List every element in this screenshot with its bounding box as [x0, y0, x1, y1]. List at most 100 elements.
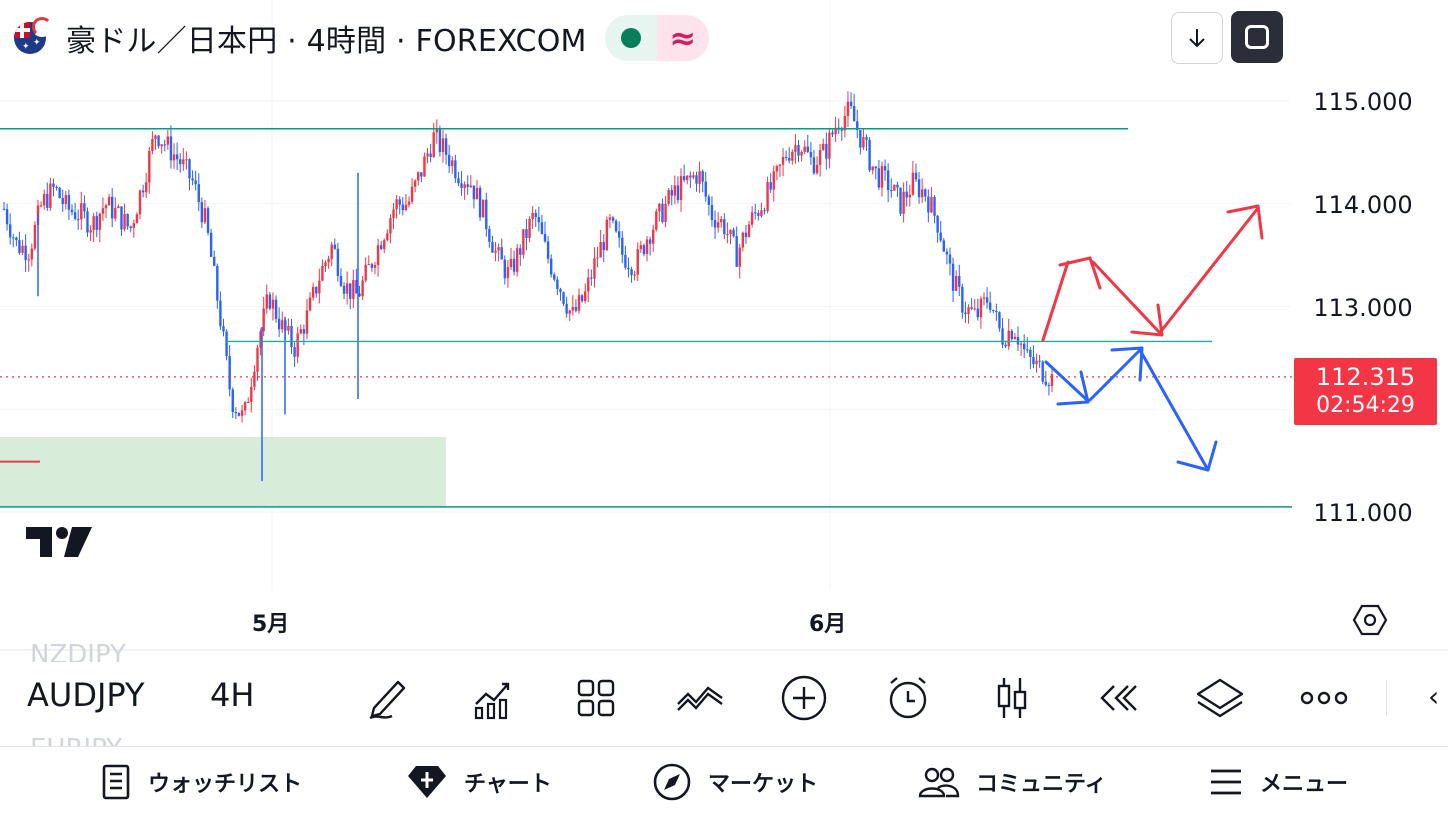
scroll-left-icon[interactable]: ‹ [1428, 680, 1440, 713]
candle-body [420, 172, 423, 177]
more-button[interactable] [1298, 672, 1350, 724]
candle-body [352, 280, 355, 299]
replay-button[interactable] [1090, 672, 1142, 724]
candle-body [902, 191, 905, 214]
candle-body [1047, 384, 1051, 386]
candle-body [1038, 360, 1041, 362]
download-button[interactable] [1171, 12, 1223, 64]
candle-body [1019, 343, 1023, 345]
candle-body [590, 277, 593, 279]
candle-body [240, 410, 244, 416]
candle-body [772, 171, 775, 190]
candle-body [998, 312, 1001, 329]
nav-market-label: マーケット [708, 772, 819, 797]
candle-body [868, 139, 871, 171]
candle-body [1035, 360, 1038, 365]
candle-body [98, 213, 102, 230]
candle-body [444, 138, 448, 155]
candle-body [658, 203, 661, 212]
nav-chart[interactable]: チャート [406, 764, 552, 800]
candle-body [407, 201, 411, 205]
candle-body [958, 275, 961, 287]
candle-body [299, 329, 302, 334]
candle-body [318, 280, 321, 294]
candle-body [531, 212, 534, 219]
candle-body [954, 275, 958, 291]
candle-body [701, 171, 704, 182]
candle-body [877, 168, 881, 188]
candle-body [1026, 349, 1029, 351]
candle-body [336, 248, 340, 276]
symbol-selector[interactable]: AUDJPY [27, 676, 145, 714]
market-status-pill[interactable]: ≈ [604, 15, 709, 61]
candle-body [528, 218, 531, 238]
indicators-icon [474, 682, 510, 720]
candle-body [200, 202, 204, 223]
candle-body [686, 175, 689, 181]
compare-button[interactable] [674, 672, 726, 724]
candle-body [290, 325, 293, 348]
candle-body [197, 184, 200, 203]
nav-watchlist[interactable]: ウォッチリスト [100, 764, 302, 800]
layouts-button[interactable] [570, 672, 622, 724]
layers-button[interactable] [1194, 672, 1246, 724]
timeframe-selector[interactable]: 4H [210, 676, 255, 714]
compass-icon [653, 763, 691, 801]
candle-body [738, 247, 741, 267]
candle-body [163, 144, 166, 146]
nav-chart-label: チャート [464, 772, 552, 797]
arrow-path [1056, 370, 1090, 406]
aud-flag-icon: ✦ ✦ [14, 22, 46, 54]
candle-body [1044, 381, 1048, 385]
candle-body [967, 307, 970, 315]
candle-body [355, 280, 358, 294]
candle-body [154, 135, 157, 139]
candle-body [630, 269, 633, 276]
fullscreen-button[interactable] [1231, 11, 1283, 63]
indicators-button[interactable] [466, 672, 518, 724]
candle-body [457, 178, 460, 184]
candle-body [237, 412, 241, 416]
nav-community[interactable]: コミュニティ [918, 764, 1107, 800]
candle-body [602, 242, 605, 251]
more-icon [1300, 691, 1348, 705]
candle-body [512, 258, 516, 272]
candle-body [166, 136, 170, 145]
candle-body [413, 180, 417, 187]
candle-body [704, 181, 707, 197]
nav-market[interactable]: マーケット [652, 763, 819, 801]
candle-body [12, 237, 15, 239]
candle-body [342, 285, 346, 294]
candle-body [988, 302, 992, 310]
drawing-tool-button[interactable] [362, 672, 414, 724]
chart-settings-icon[interactable] [1352, 602, 1388, 638]
candle-body [123, 213, 126, 230]
red-scenario-arrow[interactable] [1041, 204, 1264, 342]
candle-body [973, 308, 976, 310]
candle-body [886, 170, 890, 191]
candle-body [546, 241, 550, 259]
candle-body [256, 347, 259, 372]
candle-body [247, 402, 250, 404]
candle-body [596, 257, 599, 259]
candle-body [370, 264, 374, 268]
nav-menu[interactable]: メニュー [1208, 764, 1348, 800]
candle-body [491, 241, 494, 253]
alert-button[interactable] [882, 672, 934, 724]
nav-community-label: コミュニティ [976, 772, 1107, 797]
price-chart[interactable] [0, 0, 1448, 651]
candle-body [500, 247, 503, 260]
candle-body [361, 280, 364, 297]
candle-body [302, 329, 306, 334]
candle-body [73, 212, 77, 219]
price-tick: 113.000 [1313, 294, 1413, 322]
time-tick: 5月 [252, 612, 290, 637]
add-button[interactable] [778, 672, 830, 724]
candle-body [216, 265, 219, 301]
chart-type-icon [997, 678, 1027, 718]
prev-symbol-ghost: NZDJPY [30, 640, 126, 662]
blue-scenario-arrow[interactable] [1044, 346, 1218, 472]
candle-body [698, 171, 701, 184]
symbol-title[interactable]: 豪ドル／日本円 · 4時間 · FOREXCOM [66, 24, 587, 59]
chart-type-button[interactable] [986, 672, 1038, 724]
